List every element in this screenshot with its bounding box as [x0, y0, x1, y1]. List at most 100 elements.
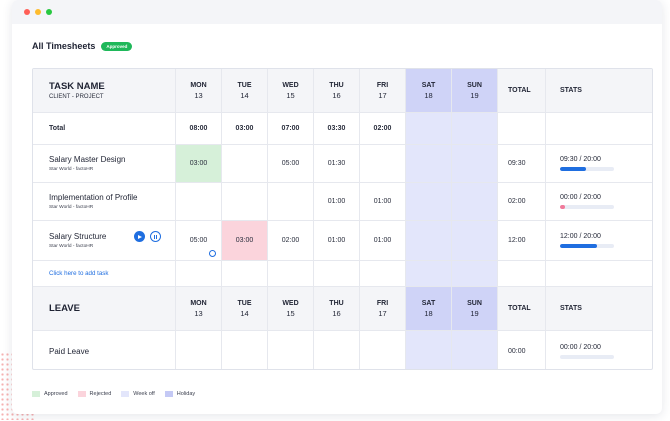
day-label: FRI [376, 81, 389, 89]
progress-fill [560, 167, 586, 171]
legend-label: Week off [133, 391, 155, 397]
hours-cell-mon[interactable]: 05:00 [176, 221, 222, 260]
hours-cell-tue[interactable] [222, 145, 268, 182]
hours-cell-wed[interactable]: 05:00 [268, 145, 314, 182]
leave-stats: 00:00 / 20:00 [546, 331, 652, 369]
hours-cell-thu[interactable]: 01:00 [314, 221, 360, 260]
day-number: 17 [378, 90, 387, 100]
progress-bar [560, 167, 614, 171]
day-header-fri: FRI 17 [360, 69, 406, 112]
hours-cell-mon[interactable] [176, 183, 222, 220]
hours-cell-fri[interactable]: 01:00 [360, 221, 406, 260]
minimize-window-button[interactable] [35, 9, 41, 15]
day-header-sun: SUN 19 [452, 287, 498, 330]
day-header-sat: SAT 18 [406, 287, 452, 330]
day-label: MON [190, 81, 207, 89]
empty-cell [176, 261, 222, 286]
leave-stats-header: STATS [560, 305, 582, 312]
stats-text: 12:00 / 20:00 [560, 233, 601, 240]
day-label: TUE [237, 81, 252, 89]
leave-title: LEAVE [49, 303, 80, 314]
day-number: 14 [240, 308, 249, 318]
leave-cell-sat[interactable] [406, 331, 452, 369]
day-number: 18 [424, 308, 433, 318]
hours-cell-fri[interactable] [360, 145, 406, 182]
leave-name[interactable]: Paid Leave [33, 331, 176, 369]
day-label: FRI [376, 299, 389, 307]
leave-cell-sun[interactable] [452, 331, 498, 369]
task-info[interactable]: Implementation of Profile Star World - f… [33, 183, 176, 220]
day-header-wed: WED 15 [268, 287, 314, 330]
empty-cell [406, 261, 452, 286]
pause-timer-button[interactable] [150, 231, 161, 242]
day-header-sun: SUN 19 [452, 69, 498, 112]
total-column-header: TOTAL [498, 69, 546, 112]
task-name: Salary Master Design [49, 155, 126, 164]
hours-cell-thu[interactable]: 01:00 [314, 183, 360, 220]
leave-cell-mon[interactable] [176, 331, 222, 369]
legend-swatch [77, 391, 86, 397]
alarm-clock-icon[interactable] [209, 250, 216, 257]
hours-cell-sat[interactable] [406, 183, 452, 220]
day-number: 15 [286, 308, 295, 318]
task-stats: 12:00 / 20:00 [546, 221, 652, 260]
day-number: 13 [194, 308, 203, 318]
legend-swatch [121, 391, 130, 397]
hours-cell-mon[interactable]: 03:00 [176, 145, 222, 182]
day-header-tue: TUE 14 [222, 69, 268, 112]
add-task-link[interactable]: Click here to add task [49, 270, 109, 277]
hours-cell-fri[interactable]: 01:00 [360, 183, 406, 220]
hours-cell-sun[interactable] [452, 145, 498, 182]
day-label: SUN [467, 81, 482, 89]
total-mon: 08:00 [176, 113, 222, 144]
table-header-row: TASK NAME CLIENT - PROJECT MON 13 TUE 14 W… [33, 69, 652, 113]
hours-cell-wed[interactable] [268, 183, 314, 220]
total-total [498, 113, 546, 144]
hours-cell-tue[interactable]: 03:00 [222, 221, 268, 260]
task-info[interactable]: Salary Structure Star World - factoHR [33, 221, 176, 260]
legend-label: Rejected [89, 391, 112, 397]
day-header-sat: SAT 18 [406, 69, 452, 112]
day-number: 14 [240, 90, 249, 100]
task-client: Star World - factoHR [49, 244, 94, 249]
task-client: Star World - factoHR [49, 205, 94, 210]
hours-cell-wed[interactable]: 02:00 [268, 221, 314, 260]
day-label: THU [329, 299, 344, 307]
day-label: MON [190, 299, 207, 307]
close-window-button[interactable] [24, 9, 30, 15]
day-label: SAT [421, 81, 436, 89]
leave-cell-fri[interactable] [360, 331, 406, 369]
progress-bar [560, 354, 614, 359]
day-header-thu: THU 16 [314, 69, 360, 112]
total-sun [452, 113, 498, 144]
empty-cell [360, 261, 406, 286]
totals-row: Total 08:00 03:00 07:00 03:30 02:00 [33, 113, 652, 145]
empty-cell [268, 261, 314, 286]
hours-cell-sun[interactable] [452, 221, 498, 260]
legend: Approved Rejected Week off Holiday [32, 391, 195, 397]
hours-cell-tue[interactable] [222, 183, 268, 220]
leave-cell-thu[interactable] [314, 331, 360, 369]
legend-item-week-off: Week off [121, 391, 155, 397]
hours-cell-thu[interactable]: 01:30 [314, 145, 360, 182]
task-name: Salary Structure [49, 232, 107, 241]
hours-cell-sat[interactable] [406, 221, 452, 260]
empty-cell [498, 261, 546, 286]
day-label: THU [329, 81, 344, 89]
task-info[interactable]: Salary Master Design Star World - factoH… [33, 145, 176, 182]
stats-text: 00:00 / 20:00 [560, 194, 601, 201]
task-total: 09:30 [498, 145, 546, 182]
total-thu: 03:30 [314, 113, 360, 144]
day-label: SUN [467, 299, 482, 307]
hours-cell-sun[interactable] [452, 183, 498, 220]
hours-cell-sat[interactable] [406, 145, 452, 182]
empty-cell [452, 261, 498, 286]
window-titlebar [12, 0, 662, 24]
legend-item-holiday: Holiday [164, 391, 195, 397]
task-stats: 09:30 / 20:00 [546, 145, 652, 182]
app-window: All Timesheets Approved TASK NAME CLIENT… [12, 0, 662, 414]
play-timer-button[interactable] [134, 231, 145, 242]
maximize-window-button[interactable] [46, 9, 52, 15]
leave-cell-tue[interactable] [222, 331, 268, 369]
leave-cell-wed[interactable] [268, 331, 314, 369]
